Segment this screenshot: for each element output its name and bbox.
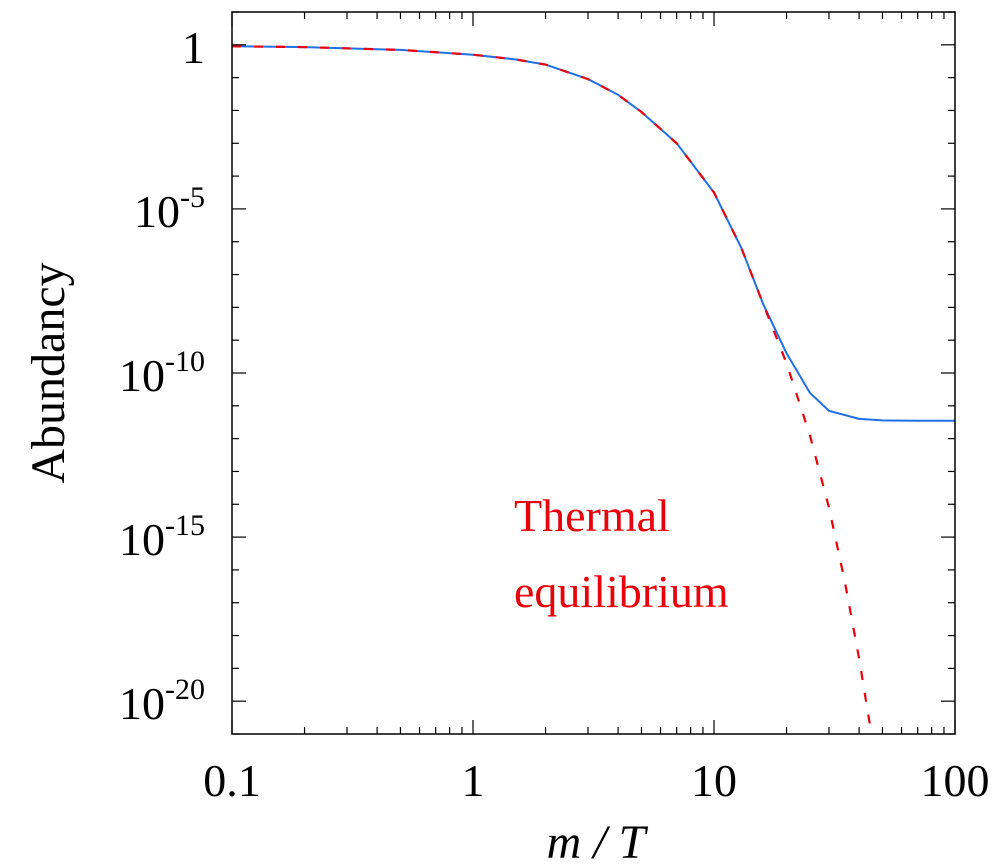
annotation-equilibrium: equilibrium (514, 566, 729, 617)
y-tick-labels: 1 10-5 10-10 10-15 10-20 (119, 22, 205, 729)
plot-frame (231, 11, 956, 735)
y-tick-label: 1 (182, 22, 205, 73)
ticks-layer (231, 11, 956, 735)
series-layer (231, 45, 955, 735)
x-tick-label: 0.1 (203, 755, 261, 806)
x-axis-title: m / T (547, 816, 649, 867)
y-tick-label: 10-5 (134, 181, 205, 237)
x-tick-label: 1 (462, 755, 485, 806)
annotation-thermal: Thermal (514, 490, 670, 541)
x-tick-labels: 0.1 1 10 100 (203, 755, 989, 806)
y-tick-label: 10-15 (119, 509, 205, 565)
series-line-solid (231, 45, 955, 422)
y-tick-label: 10-20 (119, 673, 205, 729)
y-axis-title: Abundancy (22, 262, 75, 483)
x-tick-label: 10 (691, 755, 737, 806)
x-tick-label: 100 (921, 755, 990, 806)
series-line-dashed (231, 45, 873, 735)
y-tick-label: 10-10 (119, 345, 205, 401)
